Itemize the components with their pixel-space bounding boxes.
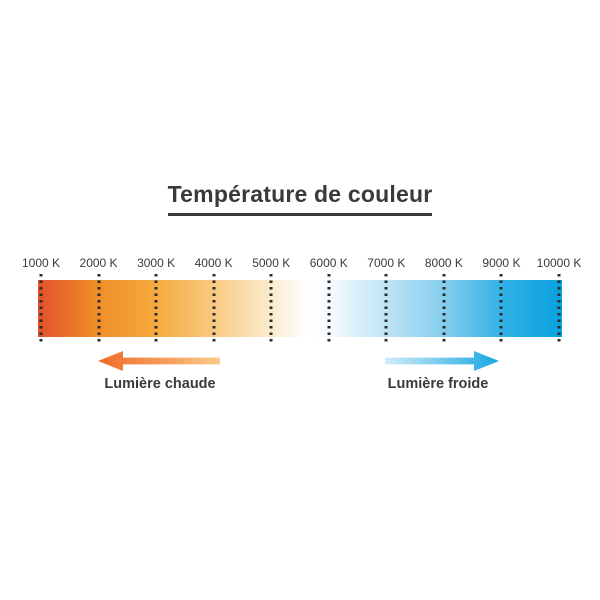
tick-label: 3000 K	[137, 256, 176, 270]
tick-label: 1000 K	[21, 256, 61, 270]
tick-label: 2000 K	[79, 256, 118, 270]
tick-label: 5000 K	[252, 256, 291, 270]
tick-label: 7000 K	[367, 256, 406, 270]
tick-label: 9000 K	[482, 256, 521, 270]
warm-arrow-icon	[98, 351, 220, 371]
warm-light-label: Lumière chaude	[104, 376, 216, 392]
tick-labels-row: 1000 K 2000 K 3000 K 4000 K 5000 K 6000 K 7000…	[22, 256, 581, 271]
page-title: Température de couleur	[167, 181, 433, 216]
tick-label: 6000 K	[309, 256, 348, 270]
title-container: Température de couleur	[0, 181, 600, 216]
tick-label: 10000 K	[536, 256, 582, 270]
cool-light-label: Lumière froide	[387, 376, 489, 392]
tick-label: 4000 K	[194, 256, 233, 270]
temperature-gradient-bar	[38, 280, 562, 337]
cool-arrow-icon	[385, 351, 499, 371]
tick-label: 8000 K	[424, 256, 463, 270]
